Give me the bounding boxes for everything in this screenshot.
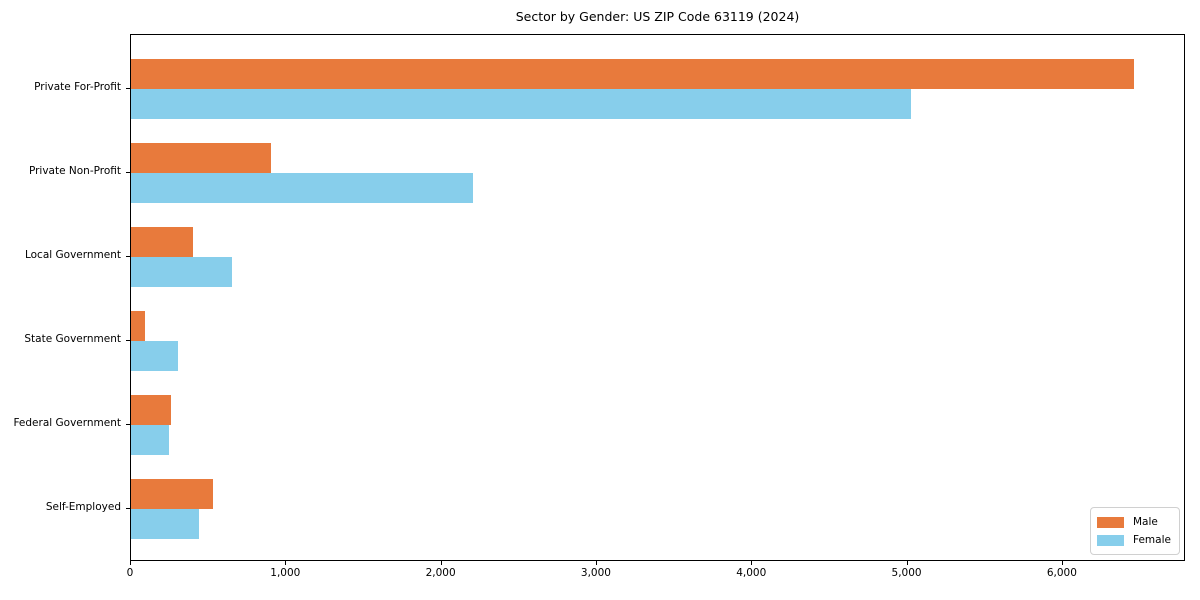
x-tick-mark — [285, 561, 287, 565]
x-tick-label-2-000: 2,000 — [425, 567, 456, 579]
bar-female-local-government — [131, 257, 232, 287]
legend-label-female: Female — [1133, 534, 1171, 546]
y-tick-mark — [126, 256, 130, 257]
y-tick-label-private-non-profit: Private Non-Profit — [28, 165, 121, 177]
x-tick-mark — [751, 561, 753, 565]
y-tick-mark — [126, 172, 130, 173]
y-tick-label-state-government: State Government — [24, 333, 121, 345]
legend-swatch-female — [1097, 534, 1124, 546]
y-tick-label-private-for-profit: Private For-Profit — [34, 81, 121, 93]
bar-female-federal-government — [131, 425, 169, 455]
legend: Male Female — [1090, 507, 1180, 555]
bar-male-state-government — [131, 311, 145, 341]
x-tick-mark — [1061, 561, 1063, 565]
x-tick-label-5-000: 5,000 — [891, 567, 922, 579]
legend-item-female: Female — [1097, 531, 1172, 549]
bar-female-state-government — [131, 341, 178, 371]
bar-male-private-for-profit — [131, 59, 1134, 89]
bar-female-private-for-profit — [131, 89, 911, 119]
y-tick-label-self-employed: Self-Employed — [45, 501, 121, 513]
x-tick-label-1-000: 1,000 — [270, 567, 301, 579]
bar-male-private-non-profit — [131, 143, 271, 173]
y-tick-mark — [126, 424, 130, 425]
bar-male-federal-government — [131, 395, 171, 425]
y-tick-label-federal-government: Federal Government — [13, 417, 121, 429]
bar-male-local-government — [131, 227, 193, 257]
x-tick-label-4-000: 4,000 — [736, 567, 767, 579]
legend-item-male: Male — [1097, 513, 1172, 531]
x-tick-mark — [440, 561, 442, 565]
x-tick-label-6-000: 6,000 — [1046, 567, 1077, 579]
y-tick-mark — [126, 88, 130, 89]
x-tick-label-0: 0 — [126, 567, 134, 579]
legend-swatch-male — [1097, 516, 1124, 528]
bar-male-self-employed — [131, 479, 213, 509]
chart-title: Sector by Gender: US ZIP Code 63119 (202… — [515, 9, 800, 24]
y-tick-mark — [126, 340, 130, 341]
x-tick-mark — [595, 561, 597, 565]
x-tick-label-3-000: 3,000 — [580, 567, 611, 579]
x-tick-mark — [130, 561, 131, 565]
bar-female-self-employed — [131, 509, 199, 539]
bar-female-private-non-profit — [131, 173, 473, 203]
y-tick-mark — [126, 508, 130, 509]
x-tick-mark — [906, 561, 908, 565]
legend-label-male: Male — [1133, 516, 1158, 528]
plot-area — [130, 34, 1185, 561]
y-tick-label-local-government: Local Government — [24, 249, 121, 261]
